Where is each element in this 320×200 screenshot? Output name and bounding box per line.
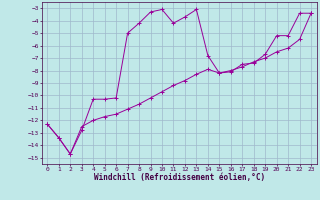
X-axis label: Windchill (Refroidissement éolien,°C): Windchill (Refroidissement éolien,°C): [94, 173, 265, 182]
